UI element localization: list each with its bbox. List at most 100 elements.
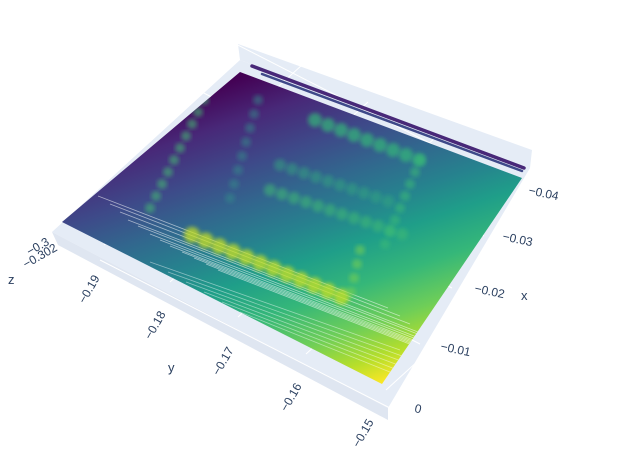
surface-bump	[395, 203, 405, 213]
edge-stripe-top	[250, 64, 526, 170]
surface-bump	[333, 288, 350, 305]
surface-bump	[306, 277, 323, 294]
x-axis-ticks: 0 −0.01 −0.02 −0.03 −0.04	[413, 183, 560, 416]
surface-bump	[405, 179, 415, 189]
surface-bump	[175, 143, 185, 153]
grid-line-y-4	[385, 209, 585, 391]
surface-bump	[355, 245, 365, 255]
surface-bump	[193, 107, 203, 117]
surface-bump	[249, 109, 259, 119]
surface-bump	[300, 196, 312, 208]
y-tick-label: −0.15	[349, 416, 376, 450]
y-tick-label: −0.16	[277, 380, 304, 414]
y-axis-title: y	[168, 360, 175, 375]
surface-bump	[279, 266, 296, 283]
surface-bump	[233, 165, 243, 175]
surface-bump	[334, 179, 346, 191]
surface-bump	[163, 167, 173, 177]
surface-bump	[145, 203, 155, 213]
surface-bump	[252, 255, 268, 271]
y-tick-label: −0.19	[75, 272, 102, 306]
surface-body	[62, 72, 522, 384]
surface-bump	[349, 273, 359, 283]
surface	[62, 72, 522, 384]
surface-bump	[346, 183, 358, 195]
sheen-line	[221, 301, 409, 375]
surface-bump	[151, 191, 161, 201]
surface-bump	[224, 243, 241, 260]
y-tick-label: −0.17	[209, 344, 236, 378]
surface-bump	[181, 131, 191, 141]
surface-bump	[286, 163, 298, 175]
sheen-line	[167, 271, 403, 357]
surface-bump	[390, 215, 400, 225]
x-tick-label: 0	[413, 401, 423, 416]
surface-bump	[321, 118, 335, 132]
x-tick-label: −0.02	[473, 281, 506, 301]
surface-bump	[360, 133, 374, 147]
x-tick-label: −0.01	[439, 339, 472, 359]
surface-bump	[396, 228, 408, 240]
x-tick-label: −0.04	[527, 183, 560, 203]
z-axis-ticks: −0.302−0.3	[20, 234, 59, 271]
surface-bump	[292, 271, 309, 288]
surface-bump	[400, 191, 410, 201]
surface-bump	[399, 148, 413, 162]
surface-bump	[184, 227, 200, 243]
edge-stripe-bottom	[260, 72, 524, 173]
surface-bump	[265, 260, 282, 277]
box-pane-back	[238, 44, 532, 168]
surface-bump	[360, 216, 372, 228]
surface-bump	[298, 167, 310, 179]
surface-bump	[310, 171, 322, 183]
surface-bump	[348, 212, 360, 224]
surface-bump	[320, 283, 336, 299]
surface-bump	[238, 249, 255, 266]
surface-bump	[237, 151, 247, 161]
surface-bump	[380, 239, 390, 249]
sheen-line	[149, 261, 401, 351]
surface-bump	[253, 95, 263, 105]
surface-bump	[169, 155, 179, 165]
sheen-line	[159, 239, 451, 353]
surface-bump	[336, 208, 348, 220]
x-axis-title: x	[521, 288, 528, 303]
sheen-line	[169, 245, 461, 359]
box-pane-left	[52, 232, 388, 420]
surface-bump	[312, 200, 324, 212]
surface-bump	[347, 128, 361, 142]
z-axis-title: z	[8, 272, 15, 287]
sheen-line	[149, 233, 441, 347]
surface-bump	[324, 204, 336, 216]
surface-bump	[346, 287, 356, 297]
surface-bump	[245, 123, 255, 133]
surface-bump	[373, 138, 387, 152]
surface-bump	[276, 188, 288, 200]
surface-bump	[288, 192, 300, 204]
surface-bump	[334, 123, 348, 137]
sheen-line	[137, 225, 429, 339]
sheen-line	[203, 291, 407, 369]
surface-bump	[225, 193, 235, 203]
surface-bump	[264, 184, 276, 196]
surface-bump	[322, 175, 334, 187]
surface-bump	[157, 179, 167, 189]
surface-bump	[352, 259, 362, 269]
surface-bump	[385, 227, 395, 237]
sheen-line	[185, 281, 405, 363]
x-tick-label: −0.03	[501, 229, 534, 249]
sheen-line	[239, 311, 411, 381]
y-tick-label: −0.18	[141, 308, 168, 342]
surface-bump	[372, 220, 384, 232]
surface-bump	[358, 187, 370, 199]
surface-bump	[211, 238, 228, 255]
surface-bump	[386, 143, 400, 157]
surface-bump	[410, 167, 420, 177]
surface-bump	[229, 179, 239, 189]
surface-bump	[308, 113, 322, 127]
surface-bump	[197, 232, 214, 249]
surface-bump	[274, 159, 286, 171]
surface-bump	[382, 195, 394, 207]
surface-bump	[415, 155, 425, 165]
